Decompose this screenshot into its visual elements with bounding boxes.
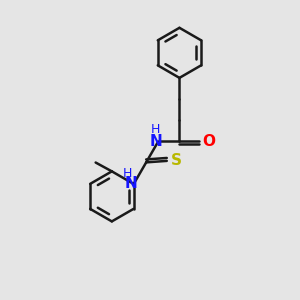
Text: N: N — [124, 176, 137, 191]
Text: S: S — [171, 153, 182, 168]
Text: N: N — [149, 134, 162, 149]
Text: H: H — [123, 167, 132, 180]
Text: O: O — [202, 134, 215, 149]
Text: H: H — [151, 123, 160, 136]
